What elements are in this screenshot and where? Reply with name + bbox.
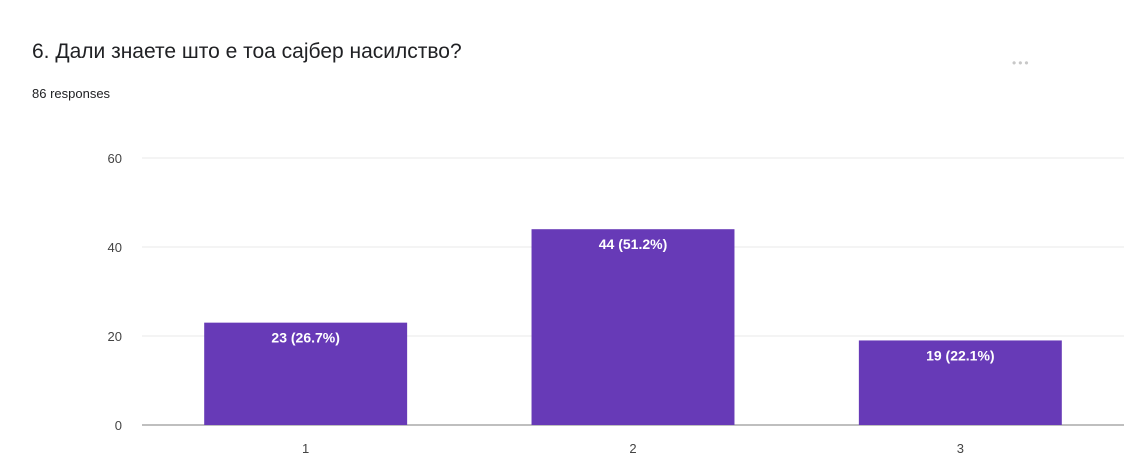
x-tick-label: 2: [629, 441, 636, 456]
x-tick-label: 3: [957, 441, 964, 456]
data-label: 23 (26.7%): [271, 330, 339, 346]
y-tick-label: 40: [108, 240, 122, 255]
data-label: 19 (22.1%): [926, 347, 994, 363]
y-tick-label: 0: [115, 418, 122, 433]
more-options-icon[interactable]: •••: [1012, 56, 1031, 70]
bar-3: [858, 340, 1062, 425]
data-label: 44 (51.2%): [599, 236, 667, 252]
response-count: 86 responses: [32, 86, 111, 101]
question-title: 6. Дали знаете што е тоа сајбер насилств…: [32, 40, 462, 63]
y-tick-label: 60: [108, 151, 122, 166]
bar-1: [204, 322, 408, 425]
y-tick-label: 20: [108, 329, 122, 344]
x-tick-label: 1: [302, 441, 309, 456]
bar-2: [531, 229, 735, 425]
